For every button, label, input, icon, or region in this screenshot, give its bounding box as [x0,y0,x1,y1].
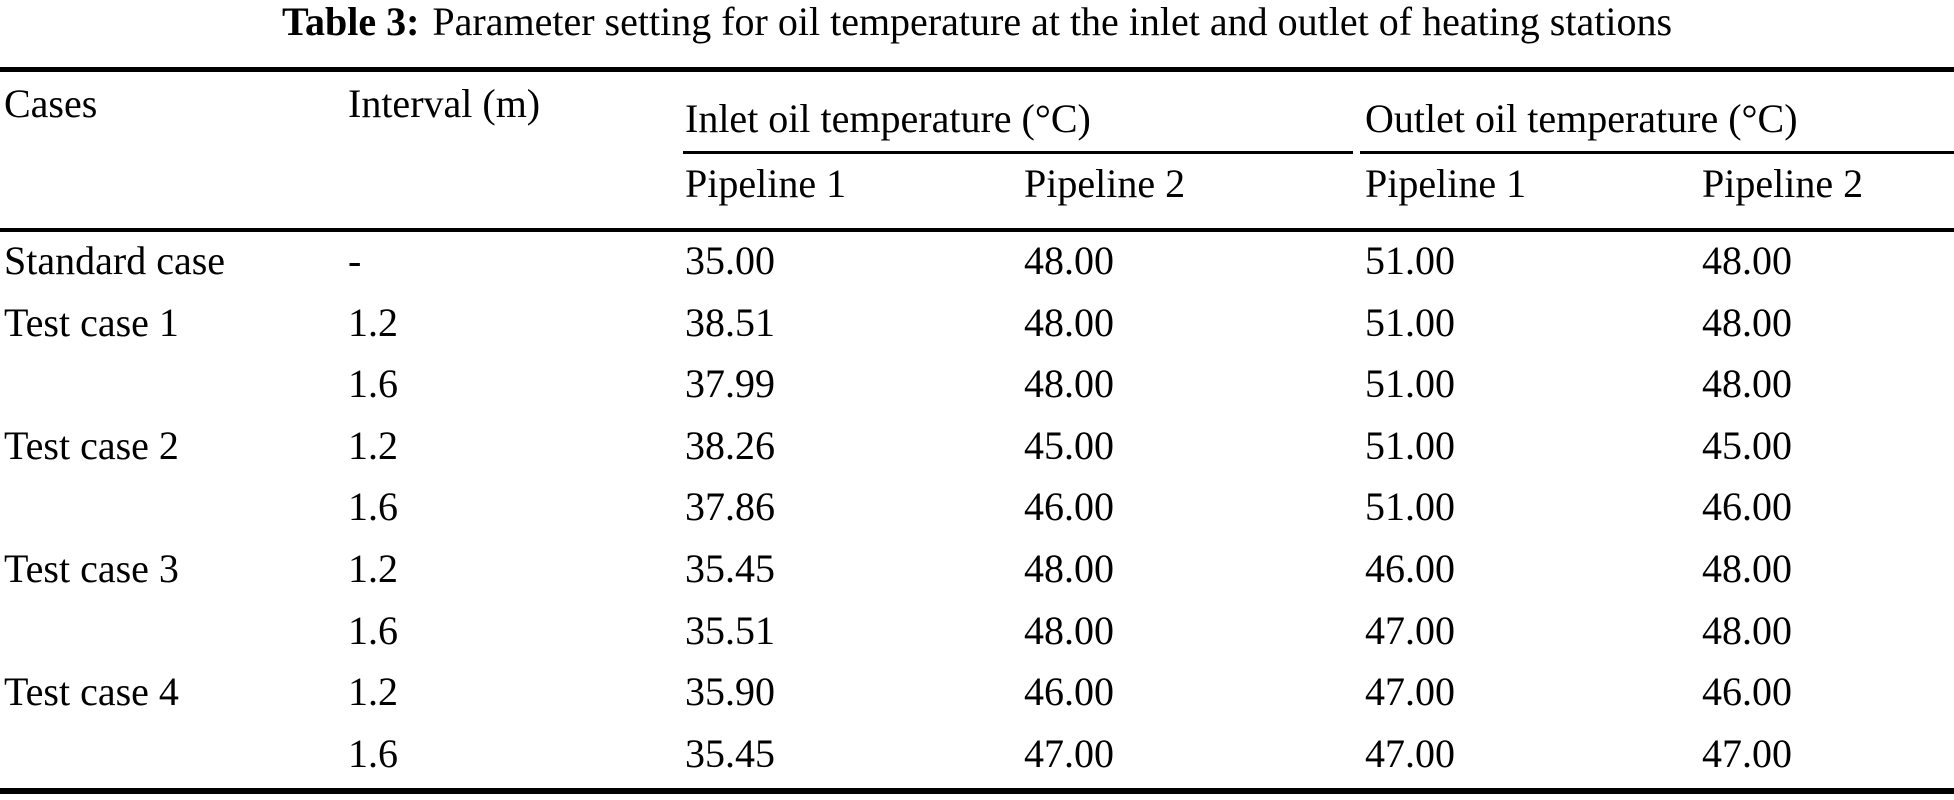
table-header-rule [0,228,1954,232]
table-cell-inlet-p2: 48.00 [1024,238,1114,283]
table-cell-case: Test case 3 [4,546,179,591]
table-cell-outlet-p2: 47.00 [1702,731,1792,776]
table-row: 1.6 37.86 46.00 51.00 46.00 [0,485,1954,535]
table-cell-inlet-p1: 37.99 [685,361,775,406]
column-header-outlet-pipeline2: Pipeline 2 [1702,161,1864,206]
column-header-inlet-pipeline2: Pipeline 2 [1024,161,1186,206]
table-cell-outlet-p2: 48.00 [1702,238,1792,283]
table-row: Test case 2 1.2 38.26 45.00 51.00 45.00 [0,424,1954,474]
table-row: 1.6 35.45 47.00 47.00 47.00 [0,732,1954,782]
table-cell-interval: 1.6 [348,731,398,776]
table-cell-case: Test case 2 [4,423,179,468]
table-cell-outlet-p2: 45.00 [1702,423,1792,468]
table-cell-inlet-p1: 35.00 [685,238,775,283]
table-cell-inlet-p2: 48.00 [1024,608,1114,653]
table-row: Standard case - 35.00 48.00 51.00 48.00 [0,239,1954,289]
table-cell-interval: 1.2 [348,423,398,468]
table-cell-outlet-p1: 51.00 [1365,300,1455,345]
table-cell-outlet-p2: 48.00 [1702,608,1792,653]
table-cell-outlet-p1: 51.00 [1365,423,1455,468]
table-cell-inlet-p2: 46.00 [1024,669,1114,714]
table-cell-inlet-p2: 48.00 [1024,361,1114,406]
column-header-interval: Interval (m) [348,81,541,126]
table-cell-inlet-p2: 45.00 [1024,423,1114,468]
table-caption-label: Table 3: [281,0,420,44]
table-cell-interval: 1.2 [348,546,398,591]
inlet-group-rule [683,151,1353,154]
table-top-rule [0,67,1954,72]
column-header-inlet-pipeline1: Pipeline 1 [685,161,847,206]
table-cell-outlet-p2: 46.00 [1702,484,1792,529]
table-row: Test case 1 1.2 38.51 48.00 51.00 48.00 [0,301,1954,351]
table-cell-outlet-p1: 51.00 [1365,238,1455,283]
table-row: Test case 3 1.2 35.45 48.00 46.00 48.00 [0,547,1954,597]
table-cell-inlet-p2: 48.00 [1024,546,1114,591]
table-cell-inlet-p1: 38.26 [685,423,775,468]
table-row: Test case 4 1.2 35.90 46.00 47.00 46.00 [0,670,1954,720]
table-cell-interval: 1.2 [348,669,398,714]
table-cell-inlet-p2: 46.00 [1024,484,1114,529]
table-cell-interval: 1.2 [348,300,398,345]
table-bottom-rule [0,788,1954,794]
table-cell-outlet-p1: 51.00 [1365,361,1455,406]
table-caption-text: Parameter setting for oil temperature at… [432,0,1673,44]
table-cell-inlet-p1: 35.90 [685,669,775,714]
table-cell-case: Standard case [4,238,226,283]
table-cell-interval: 1.6 [348,608,398,653]
table-cell-inlet-p1: 37.86 [685,484,775,529]
table-cell-outlet-p1: 51.00 [1365,484,1455,529]
table-cell-inlet-p2: 48.00 [1024,300,1114,345]
table-cell-outlet-p2: 48.00 [1702,361,1792,406]
column-header-cases: Cases [4,81,98,126]
table-cell-outlet-p2: 48.00 [1702,300,1792,345]
column-header-outlet-pipeline1: Pipeline 1 [1365,161,1527,206]
table-cell-interval: 1.6 [348,361,398,406]
column-group-header-outlet: Outlet oil temperature (°C) [1365,96,1798,141]
table-cell-inlet-p1: 38.51 [685,300,775,345]
table-cell-outlet-p1: 47.00 [1365,608,1455,653]
table-cell-inlet-p1: 35.45 [685,731,775,776]
table-row: 1.6 35.51 48.00 47.00 48.00 [0,609,1954,659]
table-cell-inlet-p2: 47.00 [1024,731,1114,776]
table-cell-case: Test case 1 [4,300,179,345]
table-caption: Table 3: Parameter setting for oil temper… [0,0,1954,46]
table-cell-case: Test case 4 [4,669,179,714]
table-cell-outlet-p1: 47.00 [1365,731,1455,776]
table-cell-outlet-p2: 46.00 [1702,669,1792,714]
table-cell-inlet-p1: 35.51 [685,608,775,653]
table-cell-interval: - [348,238,362,283]
table-cell-interval: 1.6 [348,484,398,529]
table-cell-outlet-p1: 47.00 [1365,669,1455,714]
table-row: 1.6 37.99 48.00 51.00 48.00 [0,362,1954,412]
column-group-header-inlet: Inlet oil temperature (°C) [685,96,1091,141]
outlet-group-rule [1360,151,1954,154]
table-cell-outlet-p1: 46.00 [1365,546,1455,591]
table-cell-outlet-p2: 48.00 [1702,546,1792,591]
table-cell-inlet-p1: 35.45 [685,546,775,591]
